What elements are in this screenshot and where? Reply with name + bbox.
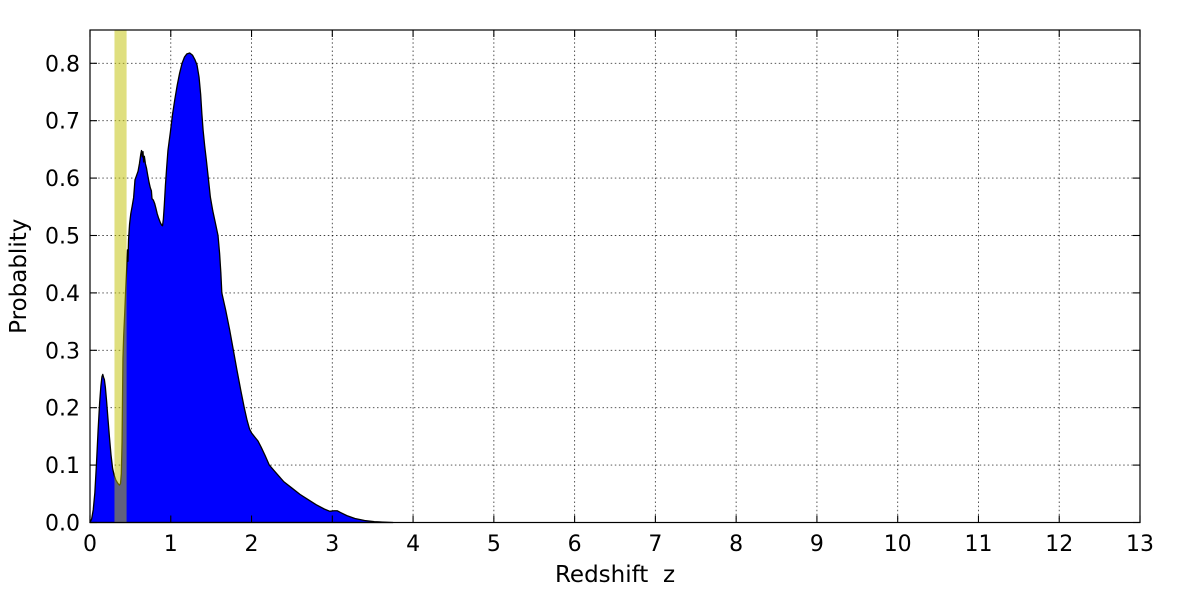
x-axis-label: Redshift z	[555, 562, 675, 588]
y-tick-label: 0.8	[45, 52, 80, 77]
y-tick-label: 0.6	[45, 167, 80, 192]
x-tick-label: 4	[406, 532, 420, 557]
tick-labels: 0 1 2 3 4 5 6 7 8 9 10 11 12 130.00.10.20.30.40.50.60…	[45, 52, 1154, 557]
y-tick-label: 0.0	[45, 512, 80, 537]
x-tick-label: 0	[83, 532, 97, 557]
y-axis-label: Probablity	[6, 219, 32, 334]
x-tick-label: 13	[1126, 532, 1154, 557]
axis-ticks	[89, 30, 1141, 524]
y-tick-label: 0.1	[45, 454, 80, 479]
x-tick-label: 9	[810, 532, 824, 557]
x-tick-label: 5	[487, 532, 501, 557]
plot-frame	[89, 29, 1141, 524]
x-tick-label: 6	[568, 532, 582, 557]
y-tick-label: 0.3	[45, 339, 80, 364]
axes-frame	[89, 29, 1141, 524]
x-tick-label: 12	[1045, 532, 1073, 557]
y-tick-label: 0.2	[45, 397, 80, 422]
spec-z-band	[114, 30, 127, 523]
x-tick-label: 3	[325, 532, 339, 557]
y-tick-label: 0.7	[45, 110, 80, 135]
x-tick-label: 11	[964, 532, 992, 557]
x-tick-label: 10	[884, 532, 912, 557]
x-tick-label: 8	[729, 532, 743, 557]
x-tick-label: 2	[245, 532, 259, 557]
vertical-span-band	[114, 30, 127, 523]
y-tick-label: 0.4	[45, 282, 80, 307]
x-tick-label: 1	[164, 532, 178, 557]
grid-lines	[90, 30, 1140, 523]
y-tick-label: 0.5	[45, 224, 80, 249]
x-tick-label: 7	[648, 532, 662, 557]
